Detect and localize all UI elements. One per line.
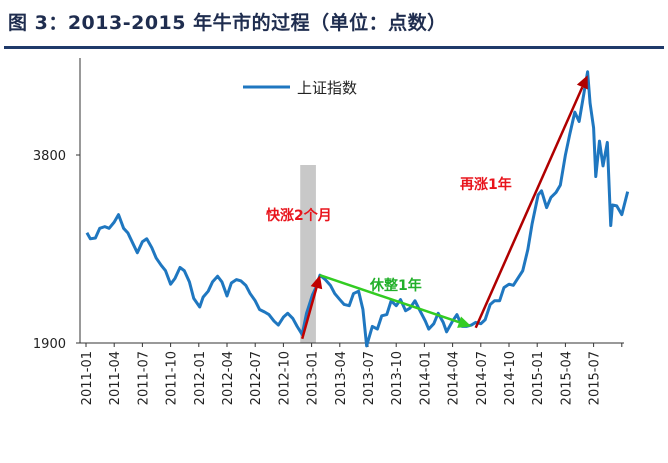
- chart-title: 图 3：2013-2015 年牛市的过程（单位：点数）: [8, 12, 447, 34]
- x-tick-label: 2012-10: [277, 351, 292, 405]
- x-tick-label: 2011-07: [136, 351, 151, 405]
- y-tick-label: 3800: [33, 149, 66, 164]
- y-tick-label: 1900: [33, 337, 66, 352]
- x-tick-label: 2012-01: [193, 351, 208, 405]
- annotation-arrowhead: [457, 316, 472, 328]
- x-tick-label: 2015-01: [531, 351, 546, 405]
- x-tick-label: 2013-01: [306, 351, 321, 405]
- x-tick-label: 2013-04: [334, 351, 349, 405]
- x-tick-label: 2015-04: [559, 351, 574, 405]
- x-tick-label: 2012-07: [249, 351, 264, 405]
- legend-label: 上证指数: [297, 79, 357, 97]
- annotation-arrowhead: [576, 75, 588, 90]
- x-tick-label: 2014-07: [475, 351, 490, 405]
- annotation-label: 再涨1年: [460, 176, 512, 193]
- x-tick-label: 2013-07: [362, 351, 377, 405]
- x-tick-label: 2011-10: [165, 351, 180, 405]
- title-divider: [4, 46, 664, 49]
- series-line-shanghai-composite: [85, 70, 630, 348]
- x-tick-label: 2012-04: [221, 351, 236, 405]
- x-tick-label: 2015-07: [588, 351, 603, 405]
- x-tick-label: 2011-04: [108, 351, 123, 405]
- x-tick-label: 2014-01: [418, 351, 433, 405]
- annotation-label: 休整1年: [369, 277, 422, 294]
- annotation-arrowhead: [310, 275, 323, 290]
- x-tick-label: 2011-01: [80, 351, 95, 405]
- annotation-arrow: [319, 273, 460, 324]
- x-tick-label: 2014-10: [503, 351, 518, 405]
- annotation-arrow: [300, 287, 318, 340]
- annotation-label: 快涨2个月: [266, 207, 332, 224]
- annotation-arrow: [474, 86, 584, 329]
- x-tick-label: 2013-10: [390, 351, 405, 405]
- x-tick-label: 2014-04: [447, 351, 462, 405]
